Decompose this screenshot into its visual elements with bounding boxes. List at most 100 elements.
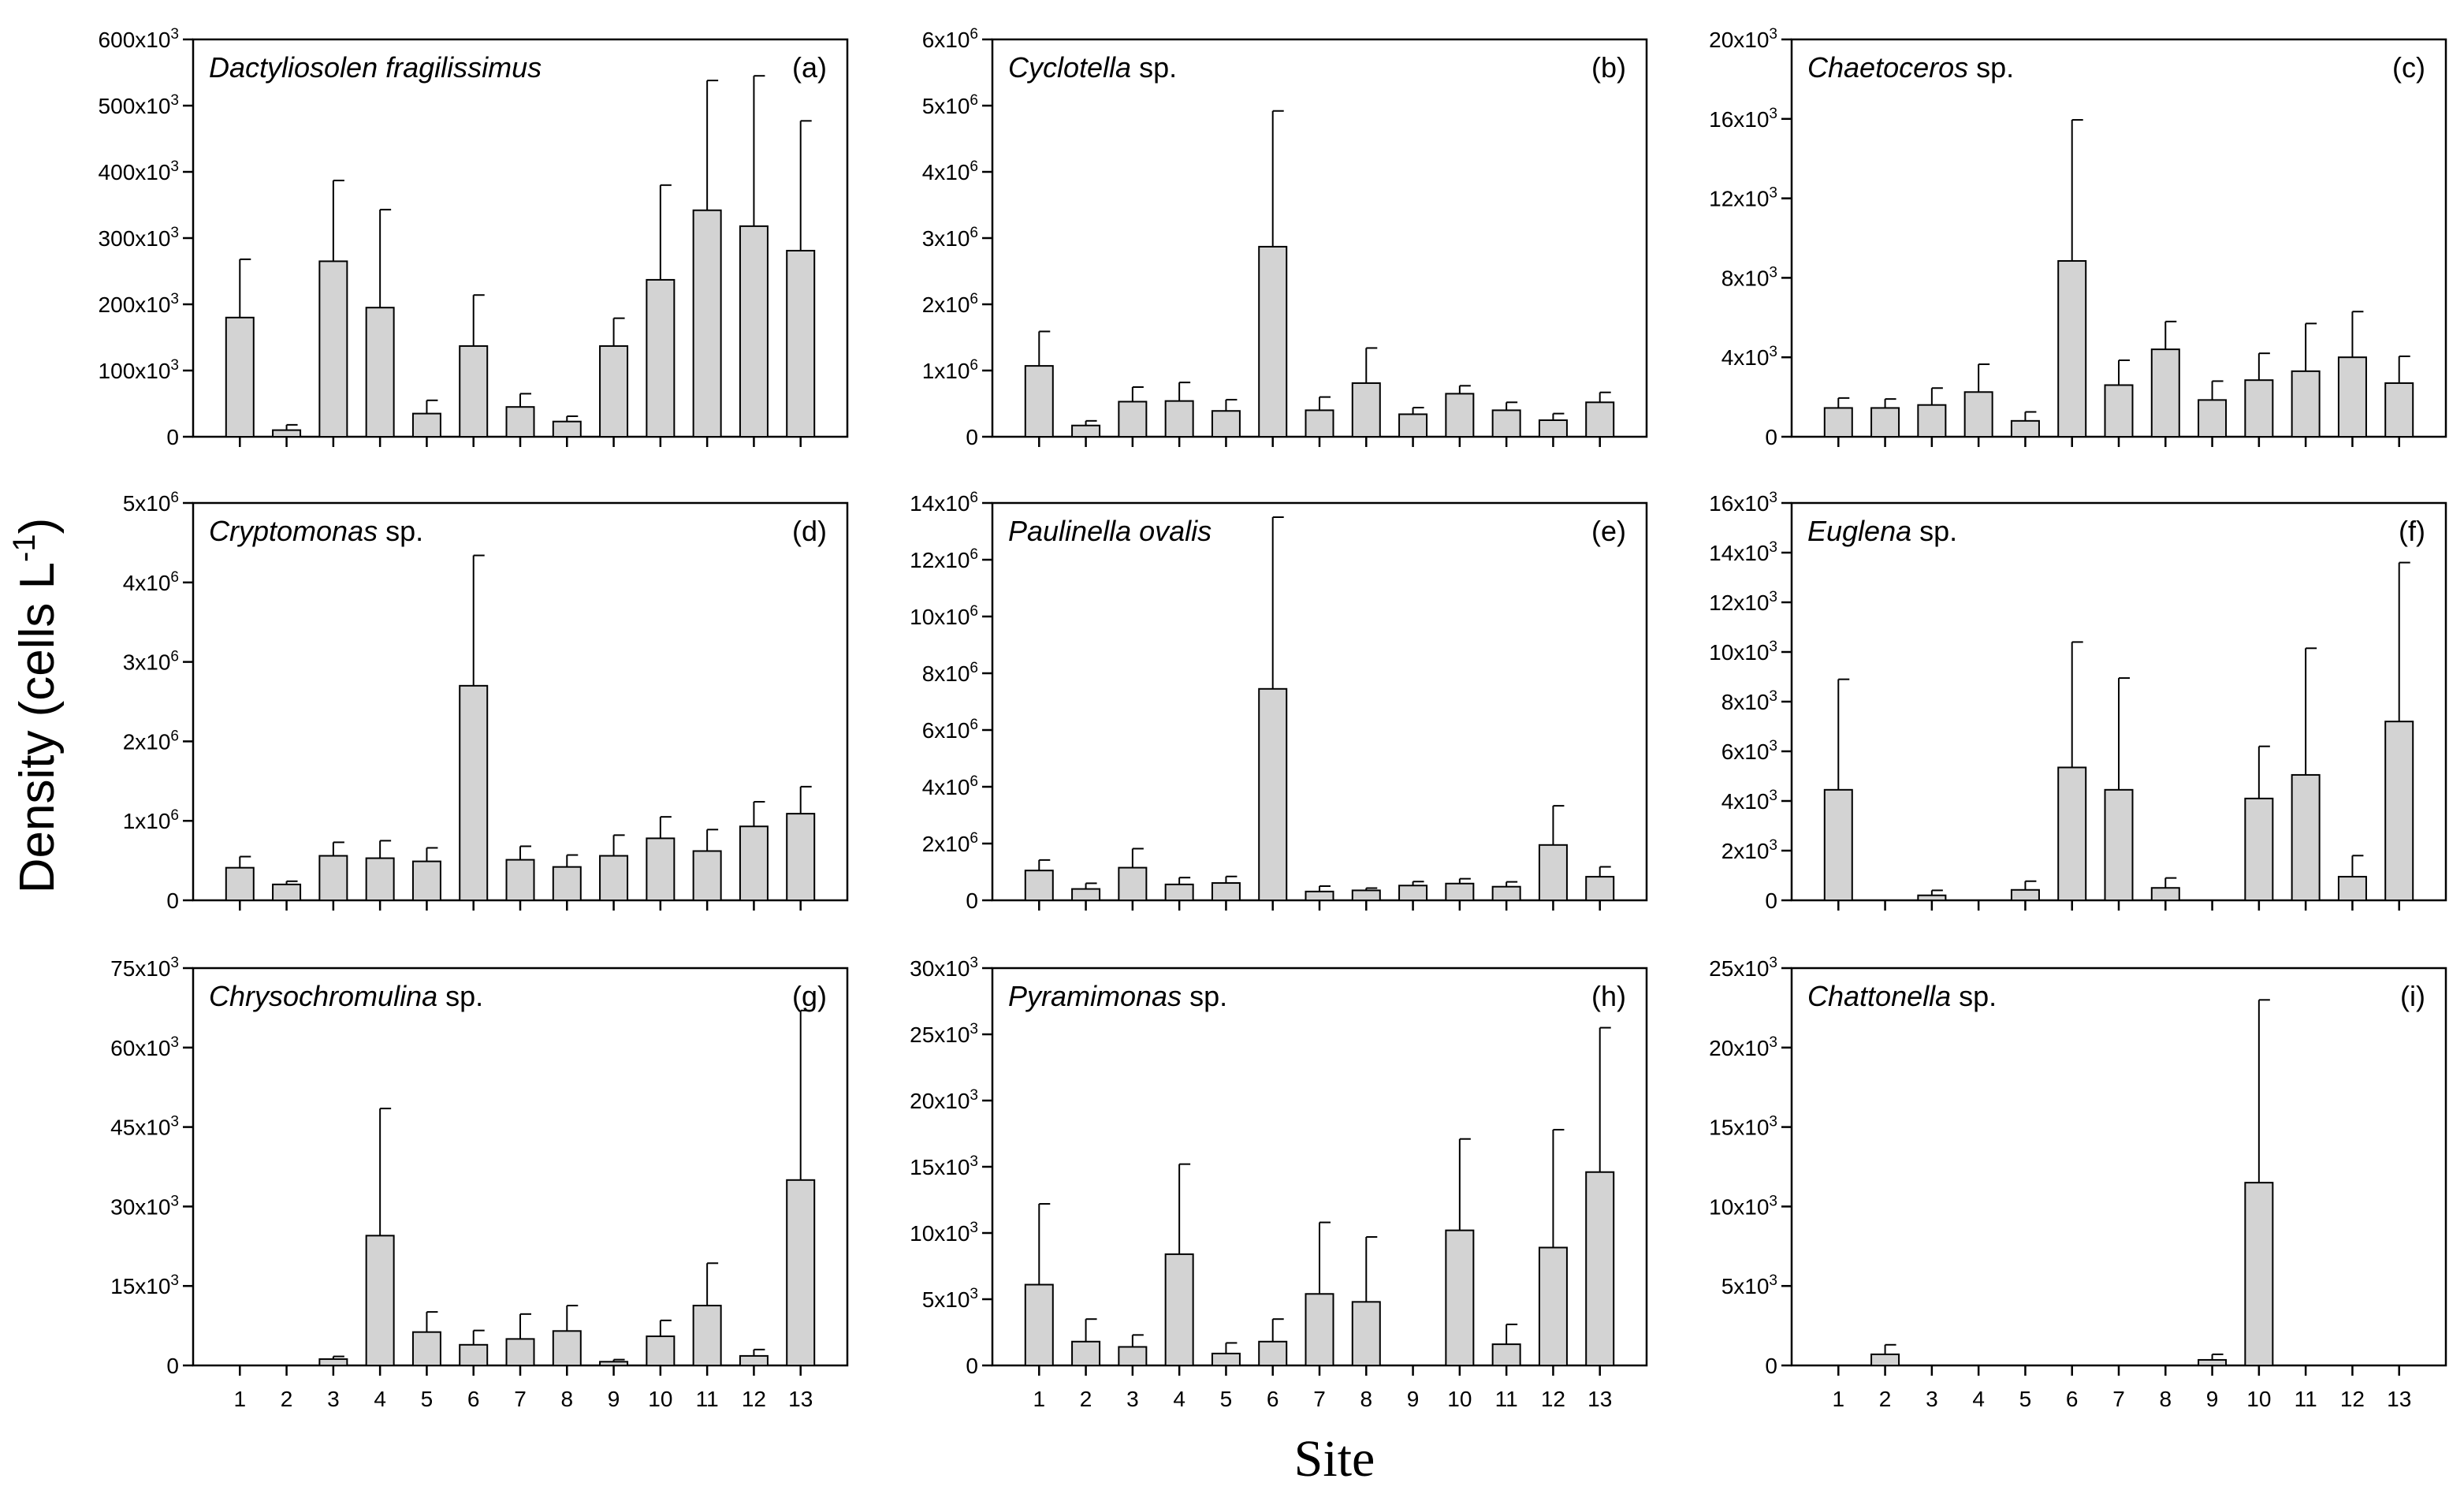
panel-title: Chaetoceros sp. <box>1807 51 2014 84</box>
bar-site-10 <box>2244 797 2274 901</box>
bar-site-11 <box>692 850 722 902</box>
x-tick-label: 10 <box>1447 1387 1472 1411</box>
y-tick-label: 6x106 <box>922 717 978 743</box>
bar-site-3 <box>1917 404 1947 438</box>
bar-site-2 <box>1870 1353 1900 1366</box>
bar-site-6 <box>1258 245 1288 438</box>
bar-site-12 <box>739 225 769 438</box>
bar-site-8 <box>552 420 582 438</box>
bar-site-5 <box>1211 882 1241 902</box>
bar-site-6 <box>1258 687 1288 901</box>
y-tick-label: 4x106 <box>922 158 978 184</box>
x-tick-label: 7 <box>2112 1387 2125 1411</box>
bar-site-5 <box>1211 1352 1241 1367</box>
x-tick-label: 1 <box>1832 1387 1844 1411</box>
bar-site-12 <box>1538 844 1568 902</box>
x-tick-label: 7 <box>1313 1387 1326 1411</box>
bar-site-12 <box>2337 876 2367 901</box>
bar-site-5 <box>411 1331 441 1366</box>
bar-site-2 <box>1870 407 1900 438</box>
y-tick-label: 1x106 <box>922 357 978 383</box>
x-tick-label: 3 <box>327 1387 340 1411</box>
bar-site-13 <box>786 813 816 902</box>
bar-site-3 <box>318 1358 348 1367</box>
chart-panel-e: 0 2x106 4x106 6x106 8x106 10x106 12x106 14x106 P… <box>910 490 1648 913</box>
bar-site-11 <box>2291 773 2321 901</box>
bar-site-12 <box>739 825 769 901</box>
y-tick-label: 4x103 <box>1721 344 1777 370</box>
bar-site-1 <box>225 866 255 901</box>
bar-site-7 <box>505 406 535 438</box>
chart-panel-c: 0 4x103 8x103 12x103 16x103 20x103 Chaetoceros… <box>1709 26 2447 449</box>
x-tick-label: 11 <box>1495 1387 1518 1411</box>
bar-site-4 <box>365 857 395 902</box>
y-tick-label: 15x103 <box>910 1153 978 1179</box>
bar-site-3 <box>1118 400 1148 438</box>
x-tick-label: 1 <box>233 1387 246 1411</box>
x-tick-label: 6 <box>467 1387 480 1411</box>
bar-site-6 <box>459 1343 489 1366</box>
bar-site-3 <box>318 855 348 902</box>
x-tick-label: 6 <box>2066 1387 2079 1411</box>
bar-site-10 <box>1445 1229 1475 1367</box>
bar-site-7 <box>1305 890 1334 901</box>
y-tick-label: 14x106 <box>910 490 978 516</box>
bar-site-7 <box>1305 1293 1334 1367</box>
bar-site-6 <box>2057 766 2087 901</box>
x-tick-label: 3 <box>1126 1387 1139 1411</box>
panel-title: Pyramimonas sp. <box>1008 980 1227 1012</box>
y-tick-label: 10x103 <box>1709 1193 1777 1219</box>
x-tick-label: 8 <box>1360 1387 1372 1411</box>
y-tick-label: 0 <box>166 425 179 449</box>
y-tick-label: 15x103 <box>110 1272 179 1298</box>
y-tick-label: 2x106 <box>922 830 978 856</box>
bar-site-5 <box>1211 410 1241 438</box>
bar-site-11 <box>692 209 722 438</box>
bar-site-10 <box>1445 882 1475 902</box>
x-tick-label: 6 <box>1267 1387 1279 1411</box>
x-tick-label: 4 <box>1972 1387 1985 1411</box>
x-tick-label: 7 <box>514 1387 527 1411</box>
x-tick-label: 4 <box>374 1387 386 1411</box>
bar-site-12 <box>2337 356 2367 438</box>
chart-panel-d: 0 1x106 2x106 3x106 4x106 5x106 Cryptomonas sp… <box>123 490 849 913</box>
y-tick-label: 16x103 <box>1709 106 1777 132</box>
bar-site-9 <box>1398 885 1428 902</box>
bar-site-12 <box>1538 1246 1568 1366</box>
bar-site-7 <box>1305 409 1334 438</box>
y-tick-label: 2x106 <box>123 728 179 754</box>
y-tick-label: 4x106 <box>922 773 978 799</box>
y-tick-label: 8x103 <box>1721 688 1777 714</box>
bar-site-3 <box>1917 894 1947 901</box>
bar-site-11 <box>1491 885 1521 901</box>
panel-letter: (d) <box>792 515 827 547</box>
y-tick-label: 600x103 <box>99 26 179 52</box>
y-tick-label: 5x106 <box>123 490 179 516</box>
bar-site-10 <box>2244 379 2274 438</box>
bar-site-10 <box>1445 393 1475 438</box>
y-tick-label: 0 <box>166 1354 179 1378</box>
panels: 0 100x103 200x103 300x103 400x103 500x103 600x… <box>99 26 2447 1411</box>
panel-letter: (c) <box>2392 51 2425 84</box>
bar-site-5 <box>2010 888 2040 902</box>
bar-site-7 <box>505 1338 535 1367</box>
y-tick-label: 75x103 <box>110 955 179 981</box>
y-tick-label: 14x103 <box>1709 539 1777 565</box>
x-tick-label: 9 <box>2206 1387 2219 1411</box>
bar-site-11 <box>1491 1343 1521 1366</box>
bar-site-8 <box>1351 889 1381 902</box>
bar-site-9 <box>2198 1358 2228 1366</box>
plot-frame <box>1790 967 2447 1367</box>
panel-letter: (g) <box>792 980 827 1012</box>
panel-title: Cyclotella sp. <box>1008 51 1177 84</box>
y-tick-label: 1x106 <box>123 807 179 833</box>
y-tick-label: 0 <box>166 888 179 913</box>
bar-site-5 <box>411 412 441 438</box>
bar-site-10 <box>646 278 676 438</box>
y-tick-label: 300x103 <box>99 225 179 251</box>
x-tick-label: 4 <box>1173 1387 1185 1411</box>
y-axis-title-main: Density (cells L <box>10 562 65 893</box>
y-tick-label: 0 <box>966 888 978 913</box>
